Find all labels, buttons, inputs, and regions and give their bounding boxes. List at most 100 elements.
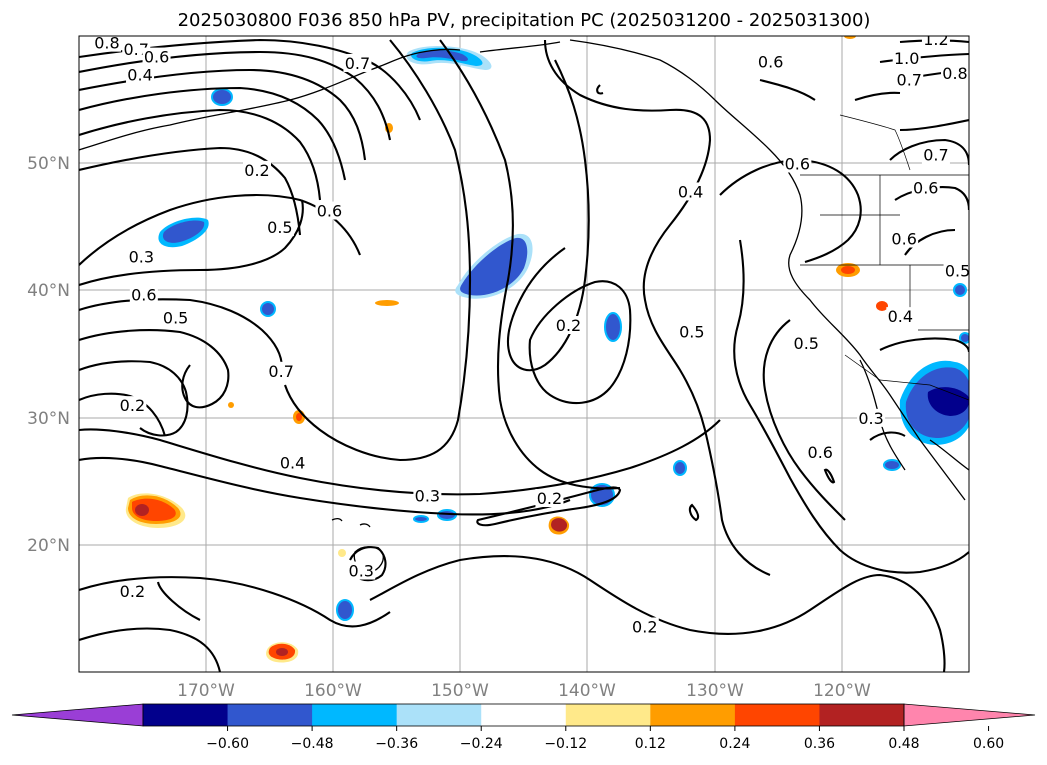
- map-frame: [78, 35, 970, 673]
- lat-label-40n: 40°N: [27, 281, 70, 301]
- precip-negative-baja: [899, 360, 969, 445]
- lon-label-170w: 170°W: [177, 681, 235, 701]
- colorbar-segment: [565, 704, 651, 726]
- precip-positive-west: [125, 493, 186, 528]
- contour-label: 0.3: [858, 409, 883, 428]
- colorbar-segment: [396, 704, 482, 726]
- contour-label: 0.2: [632, 617, 657, 636]
- contour-label-bg: [886, 307, 915, 326]
- contour-label-bg: [118, 581, 147, 600]
- colorbar-tick-label: 0.60: [973, 736, 1004, 752]
- aleutian-chain: [79, 54, 411, 151]
- contour-label: 0.5: [794, 334, 819, 353]
- contour-label-bg: [677, 322, 706, 341]
- colorbar-segment: [819, 704, 905, 726]
- contour-label: 1.2: [923, 30, 948, 49]
- contour-label-bg: [630, 617, 659, 636]
- longitude-labels: 170°W 160°W 150°W 140°W 130°W 120°W: [177, 681, 871, 701]
- colorbar-tick-label: 0.48: [888, 736, 919, 752]
- contour-label: 0.4: [280, 453, 305, 472]
- contour-label: 0.2: [120, 396, 145, 415]
- colorbar: −0.60 −0.48 −0.36 −0.24 −0.12 0.12 0.24 0.36 0.4…: [11, 703, 1036, 752]
- colorbar-segment: [734, 704, 820, 726]
- precip-positive-hawaii: [548, 516, 570, 535]
- precip-negative-central-pacific: [455, 233, 533, 299]
- contour-label: 0.3: [349, 562, 374, 581]
- lon-label-120w: 120°W: [813, 681, 871, 701]
- contour-label-bg: [806, 443, 835, 462]
- contour-label: 0.5: [679, 322, 704, 341]
- contour-label: 0.6: [891, 230, 916, 249]
- contour-label-bg: [857, 408, 886, 427]
- lat-label-30n: 30°N: [27, 409, 70, 429]
- contour-label: 0.7: [345, 54, 370, 73]
- contour-label-bg: [315, 201, 344, 220]
- contour-label: 0.4: [127, 65, 152, 84]
- map-background: [79, 36, 969, 672]
- contour-label-bg: [892, 48, 921, 67]
- contour-label-bg: [127, 247, 156, 266]
- contour-label-bg: [535, 489, 564, 508]
- precip-negative-gulf-alaska: [406, 46, 492, 70]
- colorbar-segment: [143, 704, 229, 726]
- contour-label: 0.2: [244, 161, 269, 180]
- colorbar-tick-label: −0.60: [206, 736, 249, 752]
- contour-label: 0.2: [537, 489, 562, 508]
- contour-label-bg: [265, 218, 294, 237]
- contour-label: 0.5: [945, 261, 970, 280]
- contour-label-bg: [554, 316, 583, 335]
- contour-label-bg: [343, 53, 372, 72]
- lat-label-50n: 50°N: [27, 154, 70, 174]
- contour-label: 0.2: [120, 582, 145, 601]
- contour-label-bg: [267, 361, 296, 380]
- contour-label-bg: [941, 64, 969, 83]
- contour-label-bg: [890, 229, 919, 248]
- pv-contours: [79, 38, 969, 672]
- colorbar-tick-label: −0.12: [544, 736, 587, 752]
- contour-label: 1.0: [894, 49, 919, 68]
- colorbar-segment: [312, 704, 398, 726]
- contour-label: 0.6: [785, 154, 810, 173]
- contour-label-bg: [921, 145, 950, 164]
- hawaii-islands: [331, 517, 371, 528]
- colorbar-extend-high: [903, 703, 1036, 727]
- contour-label-bg: [126, 65, 155, 84]
- contour-label: 0.4: [888, 307, 913, 326]
- lon-label-150w: 150°W: [431, 681, 489, 701]
- precip-negative-west-pacific: [158, 217, 209, 248]
- colorbar-extend-low: [11, 703, 144, 727]
- contour-label: 0.4: [678, 182, 703, 201]
- contour-label: 0.6: [808, 443, 833, 462]
- contour-labels: 0.8 0.70.60.40.70.20.60.50.30.60.50.70.20…: [92, 30, 970, 636]
- contour-label: 0.6: [131, 285, 156, 304]
- alaska-border: [839, 114, 911, 171]
- contour-label: 0.8: [94, 34, 119, 53]
- contour-label-bg: [347, 561, 376, 580]
- contour-label: 0.5: [267, 218, 292, 237]
- contour-label-bg: [243, 160, 271, 179]
- precipitation-anomalies: [125, 36, 969, 663]
- contour-label-bg: [413, 486, 442, 505]
- colorbar-segment: [481, 704, 567, 726]
- lon-label-160w: 160°W: [304, 681, 362, 701]
- colorbar-tick-label: −0.24: [460, 736, 503, 752]
- contour-label: 0.3: [415, 486, 440, 505]
- precip-positive-small-cells: [228, 36, 888, 557]
- colorbar-tick-label: 0.36: [804, 736, 835, 752]
- contour-label: 0.6: [758, 53, 783, 72]
- lon-label-140w: 140°W: [558, 681, 616, 701]
- contour-label-bg: [92, 36, 121, 52]
- contour-label-bg: [783, 154, 812, 173]
- contour-label-bg: [118, 396, 147, 415]
- contour-label-bg: [142, 47, 171, 66]
- map-panel: 0.8 0.70.60.40.70.20.60.50.30.60.50.70.20…: [78, 30, 970, 673]
- colorbar-tick-label: 0.24: [719, 736, 750, 752]
- contour-label-bg: [756, 52, 785, 71]
- contour-label: 0.8: [942, 64, 967, 83]
- colorbar-tick-label: −0.36: [375, 736, 418, 752]
- us-mexico-border: [844, 354, 969, 401]
- contour-label-bg: [895, 70, 924, 89]
- precip-positive-south: [266, 642, 299, 663]
- map-title: 2025030800 F036 850 hPa PV, precipitatio…: [178, 10, 871, 31]
